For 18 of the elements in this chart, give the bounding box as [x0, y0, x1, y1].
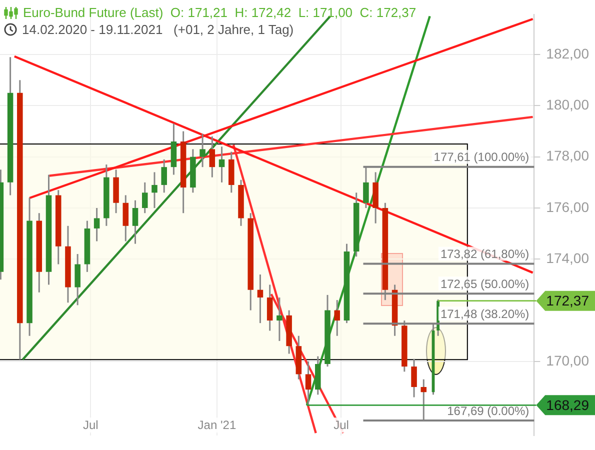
chart-title: Euro-Bund Future (Last) O: 171,21 H: 172,42 L: 171,00 C: 172,37: [23, 4, 416, 21]
annotation: 172,37: [546, 292, 590, 309]
ref-line-label: 167,69 (0.00%): [447, 404, 530, 418]
text: 14.02.2020 - 19.11.2021 (+01, 2 Jahre, 1 Tag): [22, 21, 294, 38]
y-tick-label: 174,00: [546, 250, 590, 266]
x-tick-label: Jan '21: [198, 418, 236, 432]
y-tick-label: 176,00: [546, 198, 590, 215]
ref-line-label: 177,61 (100.00%): [434, 150, 530, 164]
ref-line-label: 173,82 (61,80%): [440, 247, 530, 262]
ref-line-label: 172,65 (50.00%): [440, 276, 530, 291]
y-tick-label: 180,00: [546, 96, 590, 113]
x-tick-label: Jul: [334, 418, 349, 432]
y-tick-label: 182,00: [546, 45, 590, 62]
x-tick-label: Jul: [82, 418, 98, 432]
y-tick-label: 170,00: [546, 352, 590, 368]
annotation: 168,29: [546, 397, 590, 414]
y-tick-label: 178,00: [546, 148, 590, 164]
ref-line-label: 171,48 (38.20%): [440, 306, 530, 321]
